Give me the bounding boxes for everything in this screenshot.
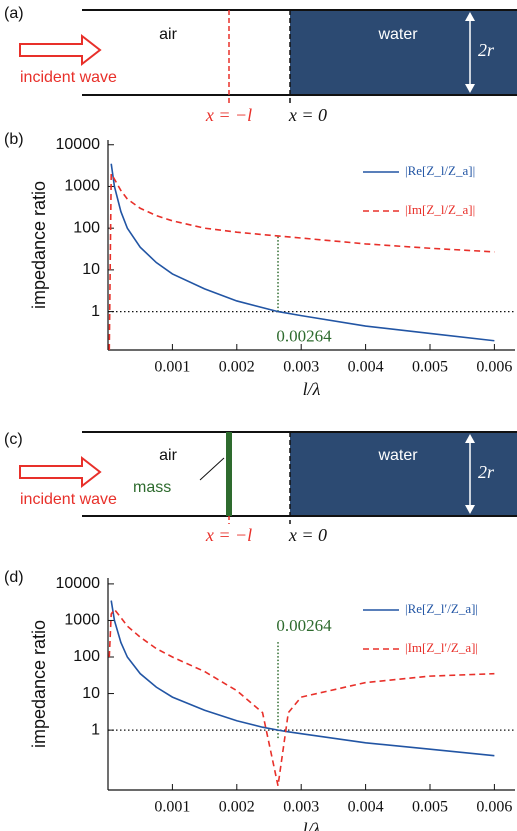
wave-arrow — [19, 455, 102, 489]
series-line — [108, 171, 495, 351]
y-tick-label: 100 — [73, 648, 100, 665]
y-tick-label: 10000 — [56, 136, 101, 153]
y-tick-label: 100 — [73, 219, 100, 236]
y-tick-label: 1000 — [64, 612, 100, 629]
x-tick-label: 0.004 — [348, 359, 384, 376]
y-tick-label: 10000 — [56, 575, 101, 592]
diagram-a: (a) air water incident wave 2r x = −l x … — [4, 5, 517, 125]
series-line — [110, 163, 495, 342]
legend-label: |Re[Z_l′/Z_a]| — [405, 601, 478, 616]
incident-label: incident wave — [20, 69, 117, 86]
x-tick-label: 0.001 — [154, 799, 190, 816]
panel-label: (c) — [4, 431, 23, 448]
crossing-label: 0.00264 — [276, 616, 332, 635]
radius-label: 2r — [478, 40, 495, 60]
y-axis-label: impedance ratio — [29, 181, 49, 309]
legend-label: |Im[Z_l/Z_a]| — [405, 202, 475, 217]
x-0-label: x = 0 — [288, 105, 327, 125]
x-l-label: x = −l — [205, 525, 252, 545]
air-label: air — [159, 26, 177, 43]
x-axis-label: l/λ — [303, 379, 321, 399]
water-label: water — [377, 26, 418, 43]
x-tick-label: 0.005 — [412, 799, 448, 816]
x-axis-label: l/λ — [303, 819, 321, 831]
y-tick-label: 1 — [91, 721, 100, 738]
x-tick-label: 0.005 — [412, 359, 448, 376]
panel-label: (a) — [4, 5, 24, 22]
incident-label: incident wave — [20, 491, 117, 508]
leader-line — [199, 457, 225, 481]
arrow-head — [465, 84, 475, 93]
panel-label: (b) — [4, 131, 24, 148]
wave-arrow — [19, 33, 102, 67]
air-label: air — [159, 447, 177, 464]
y-tick-label: 1 — [91, 303, 100, 320]
x-tick-label: 0.003 — [283, 799, 319, 816]
x-tick-label: 0.004 — [348, 799, 384, 816]
diagram-c: (c) air water incident wave mass 2r x = … — [4, 431, 517, 545]
y-axis-label: impedance ratio — [29, 620, 49, 748]
x-tick-label: 0.006 — [476, 359, 512, 376]
arrow-head — [465, 505, 475, 514]
x-tick-label: 0.003 — [283, 359, 319, 376]
x-tick-label: 0.002 — [219, 359, 255, 376]
x-0-label: x = 0 — [288, 525, 327, 545]
arrow-head — [465, 434, 475, 443]
x-tick-label: 0.006 — [476, 799, 512, 816]
x-l-label: x = −l — [205, 105, 252, 125]
y-tick-label: 10 — [82, 261, 100, 278]
y-tick-label: 10 — [82, 685, 100, 702]
mass-bar — [226, 432, 232, 516]
y-tick-label: 1000 — [64, 178, 100, 195]
series-line — [110, 600, 495, 757]
mass-label: mass — [133, 479, 171, 496]
crossing-label: 0.00264 — [276, 326, 332, 345]
x-tick-label: 0.001 — [154, 359, 190, 376]
water-label: water — [377, 447, 418, 464]
arrow-head — [465, 12, 475, 21]
x-tick-label: 0.002 — [219, 799, 255, 816]
legend-label: |Im[Z_l′/Z_a]| — [405, 640, 478, 655]
water-region — [290, 432, 517, 516]
series-line — [108, 608, 495, 786]
water-region — [290, 10, 517, 95]
radius-label: 2r — [478, 462, 495, 482]
legend-label: |Re[Z_l/Z_a]| — [405, 163, 475, 178]
panel-label: (d) — [4, 569, 24, 586]
